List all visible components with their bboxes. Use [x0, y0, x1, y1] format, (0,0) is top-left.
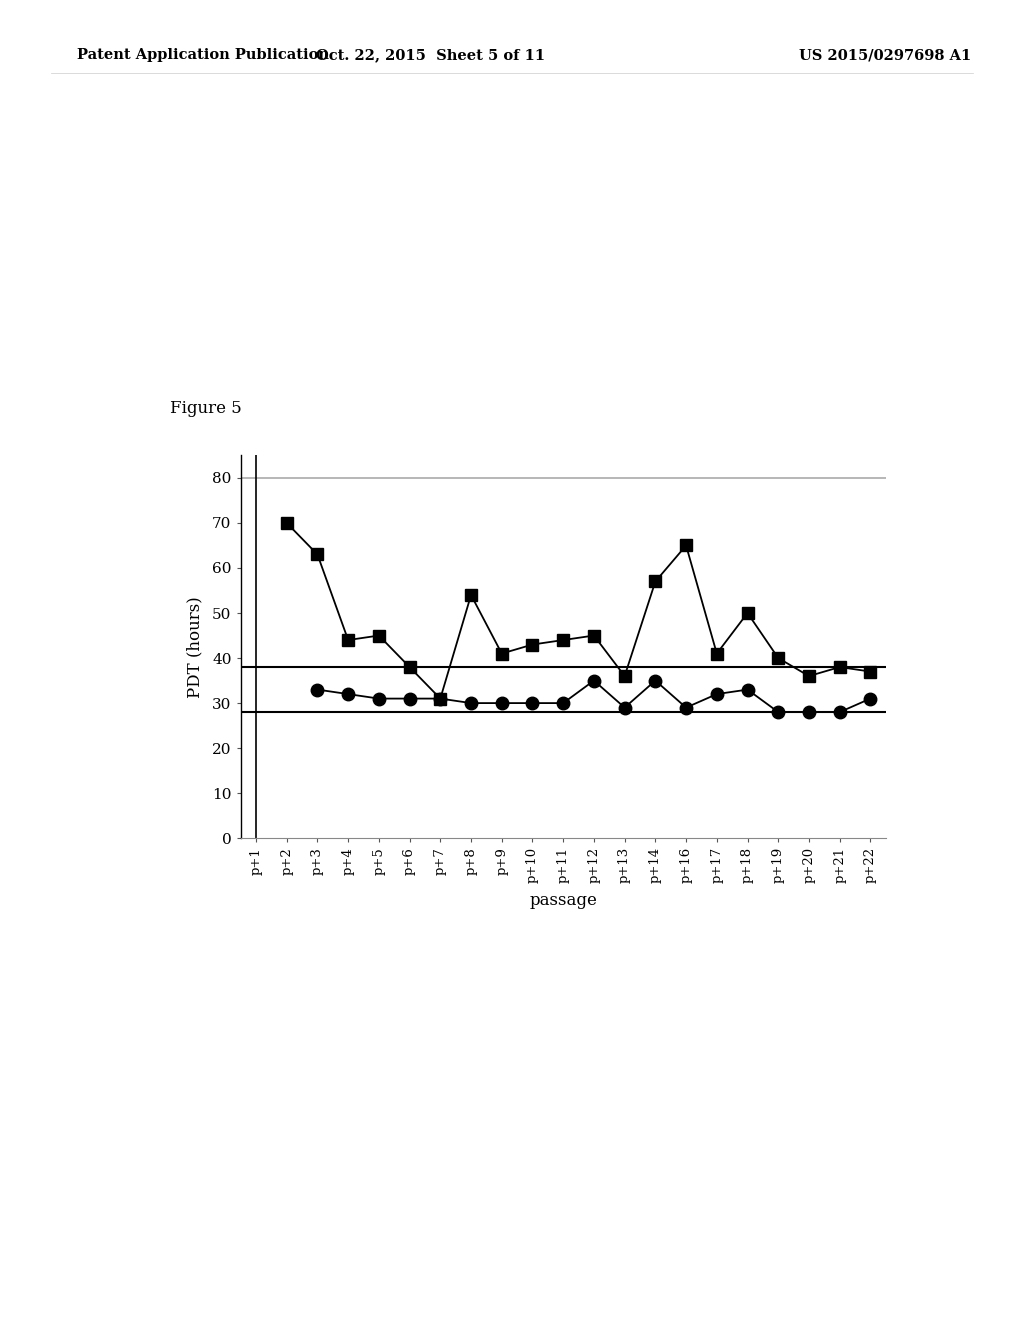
Text: Patent Application Publication: Patent Application Publication: [77, 49, 329, 62]
Text: US 2015/0297698 A1: US 2015/0297698 A1: [799, 49, 971, 62]
Y-axis label: PDT (hours): PDT (hours): [186, 595, 204, 698]
X-axis label: passage: passage: [529, 892, 597, 908]
Text: Figure 5: Figure 5: [170, 400, 242, 417]
Text: Oct. 22, 2015  Sheet 5 of 11: Oct. 22, 2015 Sheet 5 of 11: [315, 49, 545, 62]
